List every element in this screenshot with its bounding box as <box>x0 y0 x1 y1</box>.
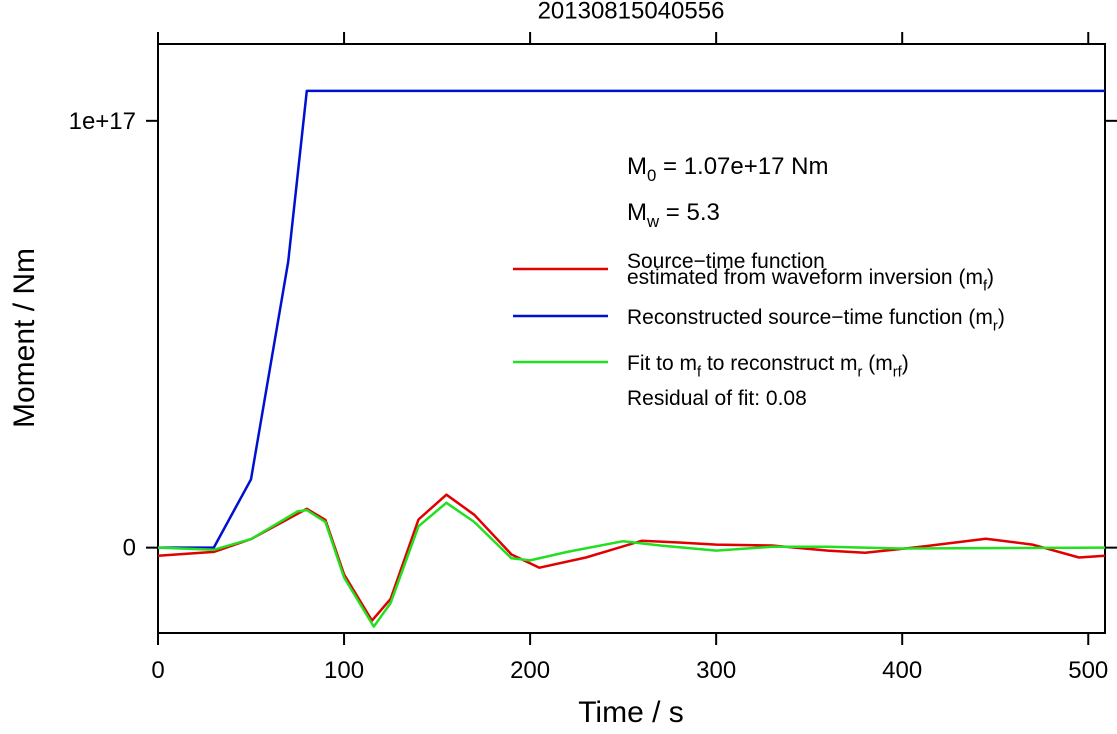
legend-label-part: Fit to m <box>627 352 697 375</box>
legend-label-part: Reconstructed source−time function (m <box>627 306 993 329</box>
series-line <box>158 493 1105 622</box>
legend-label: Reconstructed source−time function (mr) <box>627 306 1005 334</box>
x-tick-label: 100 <box>324 657 364 684</box>
series-line <box>158 501 1105 628</box>
annotation: M0 = 1.07e+17 Nm <box>627 153 828 185</box>
legend-label: Source−time function <box>627 250 825 273</box>
legend-label-part: f <box>983 278 988 294</box>
chart-title: 20130815040556 <box>538 0 725 24</box>
annotation-part: = 5.3 <box>659 199 720 226</box>
x-tick-label: 200 <box>510 657 550 684</box>
legend-label-part: r <box>993 318 998 334</box>
x-tick-label: 400 <box>882 657 922 684</box>
plot-frame <box>157 43 1106 634</box>
annotation-part: M <box>627 153 647 180</box>
x-tick-label: 0 <box>151 657 164 684</box>
series-line <box>158 89 1105 549</box>
y-tick-label: 1e+17 <box>69 108 136 135</box>
annotation-part: = 1.07e+17 Nm <box>656 153 828 180</box>
x-axis-label: Time / s <box>578 696 684 729</box>
legend-label: estimated from waveform inversion (mf) <box>627 266 994 294</box>
annotation: Mw = 5.3 <box>627 199 720 231</box>
annotation-part: M <box>627 199 647 226</box>
legend-label-part: to reconstruct m <box>701 352 857 375</box>
annotation-part: 0 <box>647 166 656 185</box>
legend-label-part: ) <box>902 352 909 375</box>
legend-label-part: rf <box>893 364 903 380</box>
legend-label-part: ) <box>998 306 1005 329</box>
annotation-part: Residual of fit: 0.08 <box>627 387 807 410</box>
annotation: Residual of fit: 0.08 <box>627 387 807 410</box>
legend-label-part: estimated from waveform inversion (m <box>627 266 983 289</box>
annotation-part: w <box>646 212 660 231</box>
y-tick-label: 0 <box>123 535 136 562</box>
legend-label: Fit to mf to reconstruct mr (mrf) <box>627 352 909 380</box>
y-axis-label: Moment / Nm <box>8 248 41 428</box>
x-tick-label: 300 <box>696 657 736 684</box>
legend-label-part: Source−time function <box>627 250 825 273</box>
legend-label-part: r <box>858 364 863 380</box>
legend-label-part: f <box>697 364 702 380</box>
legend-label-part: ) <box>987 266 994 289</box>
legend-label-part: (m <box>862 352 892 375</box>
x-tick-label: 500 <box>1068 657 1108 684</box>
